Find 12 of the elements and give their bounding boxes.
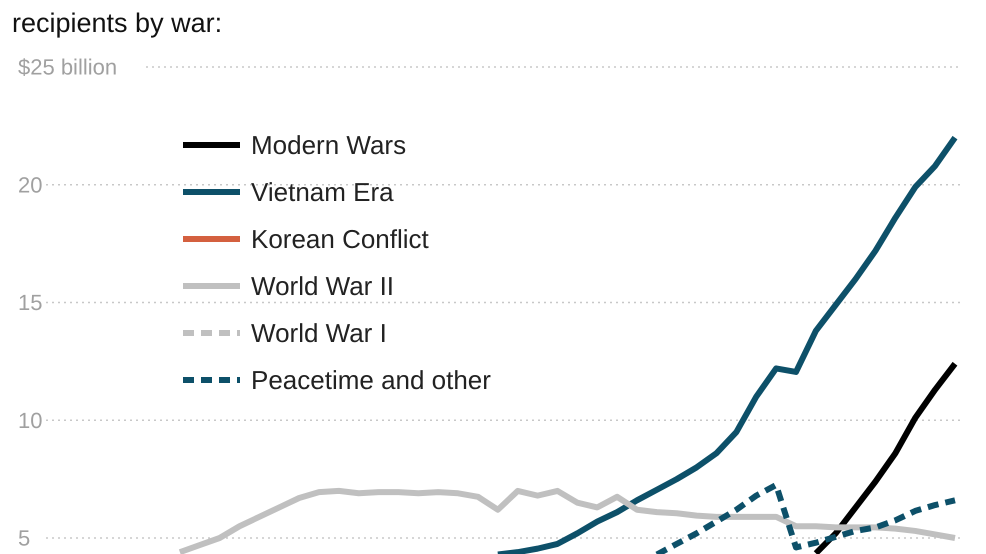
chart-title: recipients by war: bbox=[12, 8, 222, 38]
legend-label: Peacetime and other bbox=[251, 365, 492, 396]
legend-label: World War I bbox=[251, 318, 387, 348]
legend-label: Korean Conflict bbox=[251, 224, 430, 254]
y-tick-label: 20 bbox=[18, 172, 42, 198]
legend-label: Vietnam Era bbox=[251, 177, 394, 208]
y-tick-label: $25 billion bbox=[18, 54, 118, 80]
y-tick-label: 10 bbox=[18, 408, 42, 433]
y-tick-label: 15 bbox=[18, 290, 42, 316]
legend-label: Modern Wars bbox=[251, 130, 406, 160]
legend-label: World War II bbox=[251, 271, 394, 302]
y-tick-label: 5 bbox=[18, 526, 30, 551]
